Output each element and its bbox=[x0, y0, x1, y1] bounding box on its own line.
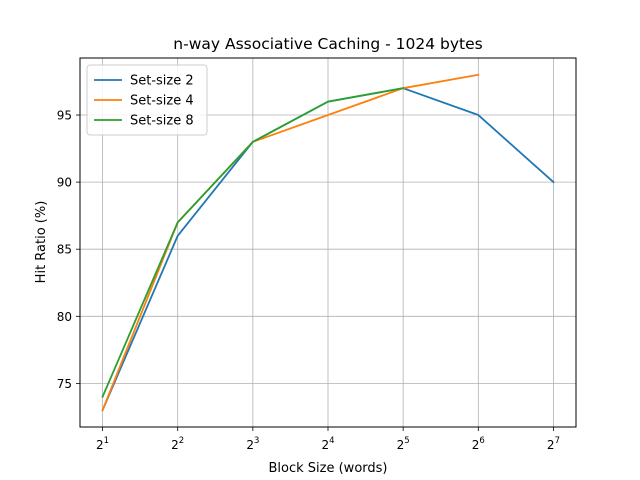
y-tick-label: 75 bbox=[57, 377, 72, 391]
legend-box bbox=[86, 64, 208, 136]
x-tick-label: 23 bbox=[246, 436, 259, 452]
series-layer bbox=[101, 73, 555, 412]
y-tick-label: 95 bbox=[57, 109, 72, 123]
legend-label: Set-size 4 bbox=[130, 94, 194, 109]
x-tick-label: 26 bbox=[472, 436, 485, 452]
x-tick-label: 27 bbox=[547, 436, 560, 452]
legend-label: Set-size 8 bbox=[130, 114, 194, 129]
y-tick-label: 85 bbox=[57, 243, 72, 257]
y-axis-label: Hit Ratio (%) bbox=[34, 201, 49, 284]
series-line-3 bbox=[101, 87, 405, 398]
legend-label: Set-size 2 bbox=[130, 74, 194, 89]
x-axis-ticks: 21 22 23 24 25 26 27 bbox=[96, 427, 560, 452]
x-tick-label: 24 bbox=[321, 436, 334, 452]
x-axis-label: Block Size (words) bbox=[269, 461, 388, 476]
legend: Set-size 2 Set-size 4 Set-size 8 bbox=[86, 64, 208, 136]
y-tick-label: 90 bbox=[57, 176, 72, 190]
y-axis-ticks: 75 80 85 90 95 bbox=[57, 109, 80, 391]
grid bbox=[80, 58, 576, 427]
chart-title: n-way Associative Caching - 1024 bytes bbox=[173, 35, 482, 53]
x-tick-label: 25 bbox=[397, 436, 410, 452]
x-tick-label: 22 bbox=[171, 436, 184, 452]
x-tick-label: 21 bbox=[96, 436, 109, 452]
y-tick-label: 80 bbox=[57, 310, 72, 324]
